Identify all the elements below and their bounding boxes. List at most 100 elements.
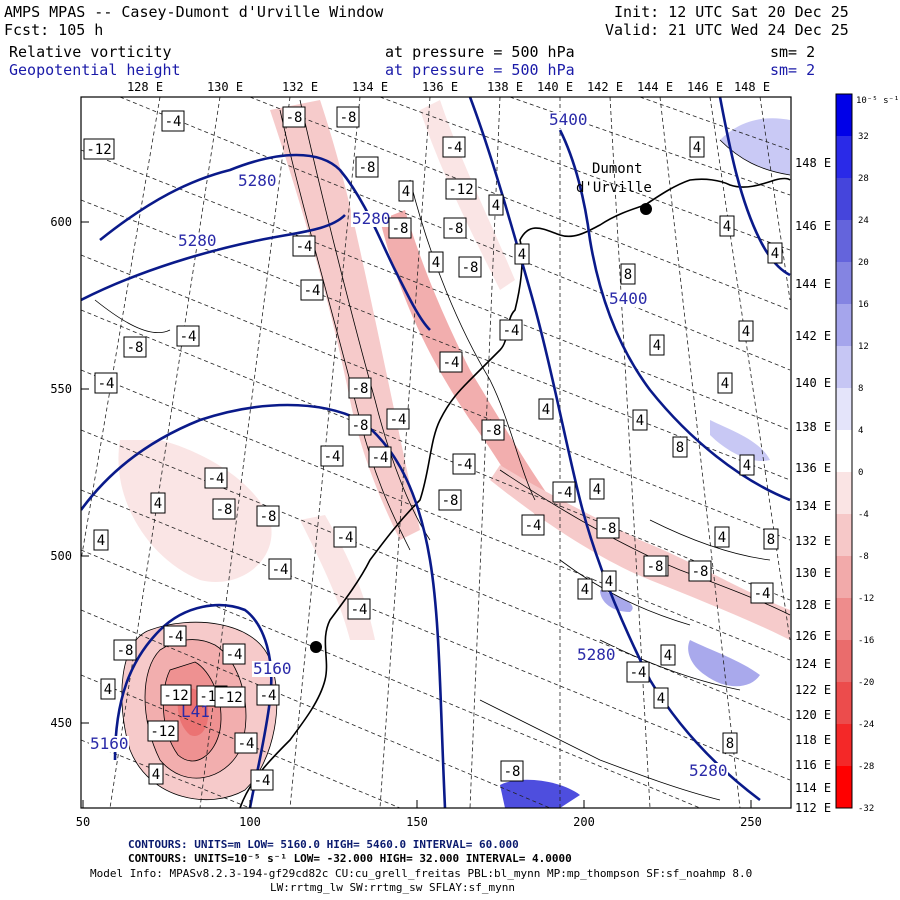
vorticity-contour-label: -4 [234, 732, 258, 754]
svg-text:-12: -12 [448, 182, 473, 198]
vorticity-contour-label: 8 [620, 263, 636, 285]
x-tick-label: 250 [740, 815, 762, 829]
svg-text:8: 8 [767, 532, 775, 548]
colorbar-label: 12 [858, 342, 869, 352]
colorbar-swatch [836, 724, 852, 766]
vorticity-contour-label: -4 [386, 408, 410, 430]
vorticity-contour-label: 4 [93, 529, 109, 551]
vorticity-contour-label: -8 [212, 498, 236, 520]
svg-text:-4: -4 [446, 140, 463, 156]
svg-text:4: 4 [154, 496, 162, 512]
right-longitude-label: 134 E [795, 499, 831, 513]
colorbar-swatch [836, 304, 852, 346]
svg-text:-4: -4 [254, 773, 271, 789]
vorticity-contour-label: 8 [722, 732, 738, 754]
vorticity-contour-label: -8 [348, 414, 372, 436]
vorticity-contour-label: -4 [300, 279, 324, 301]
svg-text:-8: -8 [692, 564, 709, 580]
field2-level: at pressure = 500 hPa [385, 61, 575, 79]
svg-text:-4: -4 [180, 329, 197, 345]
x-tick-label: 200 [573, 815, 595, 829]
svg-text:4: 4 [152, 767, 160, 783]
map-frame [80, 96, 792, 809]
colorbar-label: -20 [858, 678, 874, 688]
vorticity-contour-label: -8 [388, 217, 412, 239]
vorticity-contour-label: 4 [653, 687, 669, 709]
place-label: d'Urville [576, 180, 652, 196]
height-contour-label: 5160 [253, 659, 292, 678]
vorticity-contour-label: -4 [94, 372, 118, 394]
right-longitude-label: 120 E [795, 708, 831, 722]
vorticity-contour-label: -4 [250, 769, 274, 791]
plot-title: AMPS MPAS -- Casey-Dumont d'Urville Wind… [4, 3, 384, 21]
svg-text:-4: -4 [238, 736, 255, 752]
top-longitude-label: 146 E [687, 80, 723, 94]
vorticity-contour-label: 4 [601, 570, 617, 592]
vorticity-contour-label: 4 [428, 251, 444, 273]
svg-text:-8: -8 [504, 764, 521, 780]
svg-text:-8: -8 [352, 418, 369, 434]
vorticity-contour-label: 4 [689, 136, 705, 158]
height-contour-label: 5280 [689, 761, 728, 780]
field1-name: Relative vorticity [9, 43, 172, 61]
vorticity-contour-label: 4 [767, 242, 783, 264]
vorticity-contour-label: -4 [347, 598, 371, 620]
svg-text:-12: -12 [217, 690, 242, 706]
vorticity-contour-label: -8 [336, 106, 360, 128]
svg-text:-4: -4 [304, 283, 321, 299]
svg-text:-4: -4 [630, 665, 647, 681]
svg-text:-12: -12 [86, 142, 111, 158]
colorbar-swatch [836, 430, 852, 472]
colorbar-label: 16 [858, 300, 869, 310]
vorticity-contour-label: -4 [161, 110, 185, 132]
field2-name: Geopotential height [9, 61, 181, 79]
colorbar-swatch [836, 136, 852, 178]
svg-text:4: 4 [402, 184, 410, 200]
top-longitude-label: 142 E [587, 80, 623, 94]
vorticity-contour-label: -4 [499, 319, 523, 341]
colorbar-label: -28 [858, 762, 874, 772]
svg-text:-4: -4 [351, 602, 368, 618]
height-contour-label: 5280 [238, 171, 277, 190]
vorticity-contour-label: -4 [333, 526, 357, 548]
vorticity-contour-label: -8 [348, 377, 372, 399]
vorticity-contour-label: 4 [538, 398, 554, 420]
footer-model-info: Model Info: MPASv8.2.3-194-gf29cd82c CU:… [90, 867, 753, 880]
right-longitude-label: 132 E [795, 534, 831, 548]
right-longitude-label: 128 E [795, 598, 831, 612]
svg-text:-4: -4 [390, 412, 407, 428]
svg-text:-4: -4 [296, 239, 313, 255]
right-longitude-label: 130 E [795, 566, 831, 580]
svg-text:4: 4 [581, 582, 589, 598]
top-longitude-label: 140 E [537, 80, 573, 94]
colorbar-swatch [836, 682, 852, 724]
colorbar-label: -32 [858, 804, 874, 814]
height-contour-label: 5400 [609, 289, 648, 308]
svg-text:4: 4 [743, 458, 751, 474]
field1-level: at pressure = 500 hPa [385, 43, 575, 61]
colorbar-swatch [836, 220, 852, 262]
colorbar-label: -16 [858, 636, 874, 646]
vorticity-contour-label: 8 [672, 436, 688, 458]
svg-text:4: 4 [636, 413, 644, 429]
svg-text:4: 4 [605, 574, 613, 590]
height-contour-label: 5400 [549, 110, 588, 129]
vorticity-contour-label: -4 [176, 325, 200, 347]
svg-text:4: 4 [593, 482, 601, 498]
colorbar-swatch [836, 178, 852, 220]
field1-smooth: sm= 2 [770, 43, 816, 61]
low-center-label: L41 [181, 702, 210, 721]
vorticity-contour-label: -4 [750, 582, 774, 604]
vorticity-contour-label: 4 [738, 320, 754, 342]
colorbar-swatch [836, 598, 852, 640]
vorticity-contour-label: -4 [163, 625, 187, 647]
svg-text:-8: -8 [462, 260, 479, 276]
right-longitude-label: 138 E [795, 420, 831, 434]
footer-radiation-info: LW:rrtmg_lw SW:rrtmg_sw SFLAY:sf_mynn [270, 881, 516, 894]
vorticity-contour-label: 4 [714, 526, 730, 548]
vorticity-contour-label: -4 [222, 643, 246, 665]
vorticity-contour-label: -4 [521, 514, 545, 536]
vorticity-contour-label: 4 [148, 763, 164, 785]
vorticity-contour-label: -8 [458, 256, 482, 278]
vorticity-contour-label: 4 [488, 194, 504, 216]
